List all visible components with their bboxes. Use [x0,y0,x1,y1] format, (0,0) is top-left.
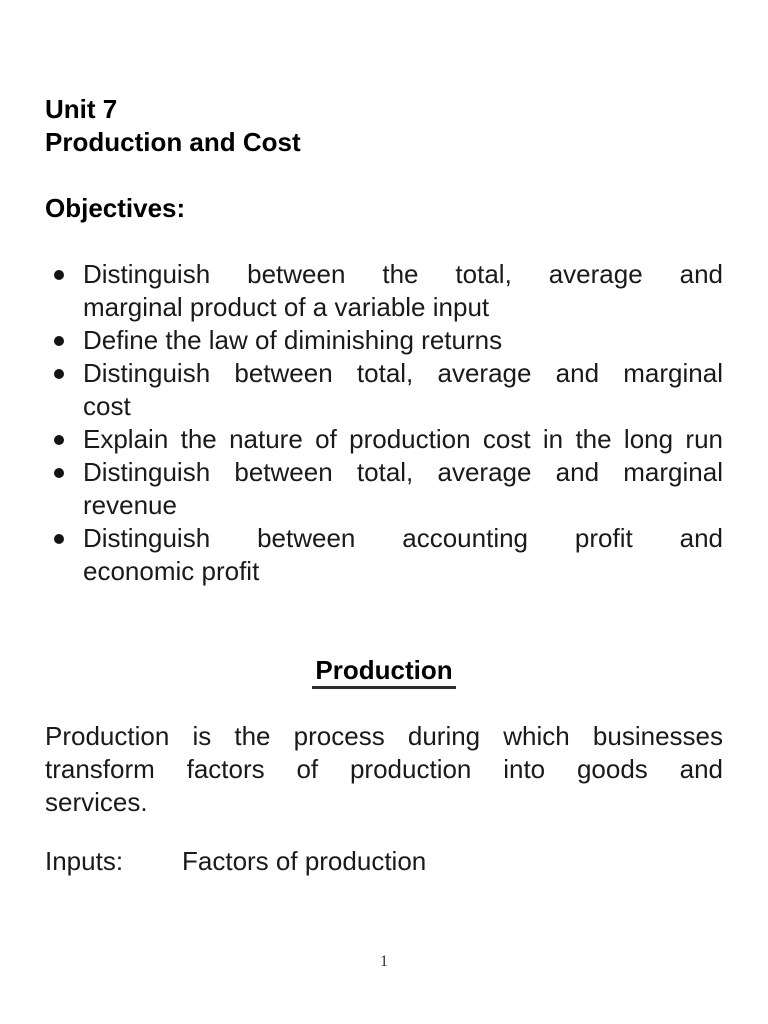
list-item-line: Distinguish between the total, average a… [83,259,723,289]
list-item: Define the law of diminishing returns [45,324,723,357]
list-item-line: marginal product of a variable input [83,292,490,322]
chapter-title: Production and Cost [45,127,301,157]
section-heading-row: Production [45,654,723,689]
list-item-line: Define the law of diminishing returns [83,325,503,355]
list-item-line: Distinguish between total, average and m… [83,358,723,388]
bullet-icon [54,468,64,478]
objectives-list: Distinguish between the total, average a… [45,258,723,588]
bullet-icon [54,270,64,280]
unit-title: Unit 7 [45,94,118,124]
paragraph-line: services. [45,787,148,817]
list-item-line: economic profit [83,556,260,586]
paragraph-line: transform factors of production into goo… [45,754,723,784]
list-item: Distinguish between accounting profit an… [45,522,723,588]
list-item-line: Explain the nature of production cost in… [83,424,723,454]
inputs-label: Inputs: [45,846,124,876]
paragraph-line: Production is the process during which b… [45,721,723,751]
list-item-line: cost [83,391,131,421]
list-item-line: Distinguish between total, average and m… [83,457,723,487]
intro-paragraph: Production is the process during which b… [45,720,723,819]
list-item: Distinguish between total, average and m… [45,357,723,423]
page-number: 1 [380,953,388,970]
list-item-line: revenue [83,490,177,520]
bullet-icon [54,534,64,544]
list-item: Distinguish between the total, average a… [45,258,723,324]
bullet-icon [54,369,64,379]
bullet-icon [54,336,64,346]
objectives-heading: Objectives: [45,193,186,223]
list-item: Distinguish between total, average and m… [45,456,723,522]
page-content: Unit 7 Production and Cost Objectives: D… [45,93,723,878]
section-heading: Production [312,655,456,689]
list-item-line: Distinguish between accounting profit an… [83,523,723,553]
inputs-row: Inputs: Factors of production [45,845,723,878]
list-item: Explain the nature of production cost in… [45,423,723,456]
inputs-value: Factors of production [182,846,427,876]
bullet-icon [54,435,64,445]
